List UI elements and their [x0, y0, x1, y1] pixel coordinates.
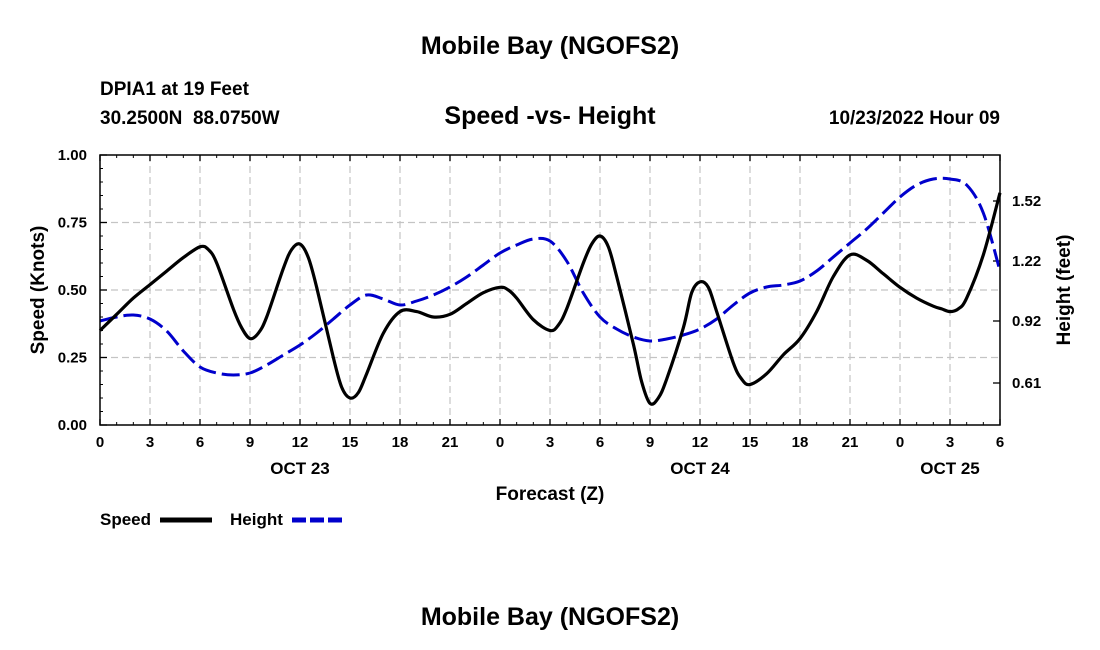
legend: Speed Height [100, 510, 342, 529]
x-tick-label: 18 [792, 434, 809, 451]
x-tick-label: 0 [896, 434, 904, 451]
x-tick-label: 12 [292, 434, 309, 451]
y-tick-label-right: 1.22 [1012, 253, 1041, 270]
x-tick-label: 6 [996, 434, 1004, 451]
chart-subtitle: Speed -vs- Height [444, 102, 656, 130]
grid-lines [100, 155, 1000, 425]
x-tick-label: 3 [546, 434, 554, 451]
x-tick-label: 9 [646, 434, 654, 451]
x-tick-label: 15 [742, 434, 759, 451]
x-tick-label: 0 [496, 434, 504, 451]
plot-frame [99, 154, 1001, 426]
x-tick-label: 6 [596, 434, 604, 451]
x-tick-label: 3 [146, 434, 154, 451]
footer-title: Mobile Bay (NGOFS2) [421, 603, 679, 631]
y-tick-label-left: 0.25 [58, 350, 87, 367]
station-label: DPIA1 at 19 Feet [100, 79, 250, 100]
legend-speed-label: Speed [100, 510, 151, 529]
y-tick-label-left: 0.00 [58, 417, 87, 434]
x-tick-label: 18 [392, 434, 409, 451]
x-tick-label: 0 [96, 434, 104, 451]
forecast-timestamp: 10/23/2022 Hour 09 [829, 108, 1000, 129]
y-tick-label-left: 0.75 [58, 215, 87, 232]
y-tick-label-right: 0.92 [1012, 313, 1041, 330]
x-tick-label: 15 [342, 434, 359, 451]
station-coords: 30.2500N 88.0750W [100, 108, 280, 129]
x-tick-label: 21 [442, 434, 459, 451]
x-tick-label: 3 [946, 434, 954, 451]
y-tick-label-left: 0.50 [58, 282, 87, 299]
x-tick-label: 6 [196, 434, 204, 451]
tick-labels: 0 3 6 9 12 15 18 21 0 3 6 9 12 15 18 21 0 3 6 OCT 23 OCT 24 O… [58, 147, 1041, 478]
series-layer [98, 176, 1002, 406]
page-title: Mobile Bay (NGOFS2) [421, 32, 679, 60]
y-tick-label-left: 1.00 [58, 147, 87, 164]
x-tick-label: 21 [842, 434, 859, 451]
x-tick-label: 9 [246, 434, 254, 451]
y-tick-label-right: 1.52 [1012, 193, 1041, 210]
date-label: OCT 25 [920, 459, 980, 478]
y-tick-label-right: 0.61 [1012, 375, 1041, 392]
date-label: OCT 23 [270, 459, 330, 478]
series-line-height [99, 176, 1002, 377]
x-axis-label: Forecast (Z) [496, 484, 605, 505]
series-line-speed [98, 192, 1002, 406]
date-label: OCT 24 [670, 459, 730, 478]
legend-height-label: Height [230, 510, 283, 529]
x-tick-label: 12 [692, 434, 709, 451]
y-axis-label-left: Speed (Knots) [28, 226, 49, 355]
y-axis-label-right: Height (feet) [1054, 235, 1075, 346]
